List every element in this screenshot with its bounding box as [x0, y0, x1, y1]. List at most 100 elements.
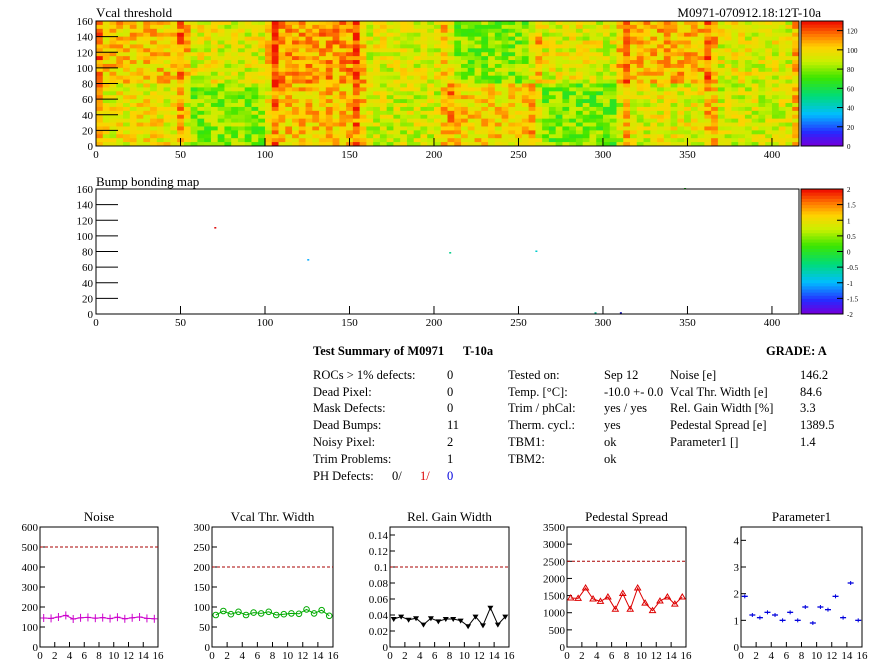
bump-colorbar-swatch [801, 307, 843, 312]
bump-map-x-tick-label: 150 [341, 317, 358, 329]
vcal-colorbar-swatch [801, 108, 843, 113]
chart-5-y-tick-label: 4 [734, 535, 740, 547]
bump-map-x-tick-label: 300 [595, 317, 612, 329]
chart-5-x-tick-label: 12 [826, 650, 837, 662]
chart-1-y-tick-label: 400 [22, 562, 39, 574]
bump-colorbar-swatch [801, 223, 843, 227]
chart-3-point [450, 617, 457, 622]
condition-value: -10.0 +- 0.0 [604, 384, 664, 399]
chart-3-point [502, 614, 509, 620]
summary-title: Test Summary of M0971 [313, 344, 445, 358]
chart-4-x-tick-label: 0 [564, 650, 570, 662]
bump-colorbar-swatch [801, 217, 843, 221]
vcal-colorbar-swatch [801, 96, 843, 100]
chart-1-x-tick-label: 12 [123, 650, 134, 662]
bump-colorbar-swatch [801, 195, 843, 199]
chart-1-x-tick-label: 14 [138, 650, 150, 662]
vcal-colorbar-swatch [801, 99, 843, 103]
chart-3-point [487, 605, 494, 611]
bump-colorbar-tick-label: -2 [847, 311, 853, 319]
vcal-colorbar-swatch [801, 49, 843, 53]
chart-4-y-tick-label: 500 [549, 625, 566, 637]
chart-4-point [678, 592, 687, 600]
bump-colorbar-tick-label: 2 [847, 186, 851, 194]
chart-3-point [420, 622, 427, 628]
metric-value: 3.3 [800, 401, 816, 416]
bump-colorbar-swatch [801, 198, 843, 202]
bump-colorbar-swatch [801, 292, 843, 296]
chart-2-x-tick-label: 16 [328, 650, 340, 662]
chart-2-y-tick-label: 100 [194, 602, 211, 614]
bump-colorbar-swatch [801, 279, 843, 284]
vcal-map-x-tick-label: 50 [175, 149, 187, 161]
chart-3-x-tick-label: 0 [387, 650, 393, 662]
chart-4-point [670, 600, 679, 607]
chart-2-frame [211, 526, 334, 648]
chart-3-frame [389, 526, 510, 648]
chart-2-point [288, 610, 295, 617]
metric-label: Parameter1 [] [670, 434, 739, 449]
chart-2-x-tick-label: 10 [282, 650, 294, 662]
vcal-colorbar-swatch [801, 105, 843, 109]
bump-map-cell [535, 250, 538, 252]
vcal-colorbar-swatch [801, 124, 843, 128]
chart-5-x-tick-label: 2 [753, 650, 759, 662]
chart-4-y-tick-label: 3500 [543, 522, 566, 534]
chart-5-y-tick-label: 2 [734, 589, 740, 601]
condition-value: ok [604, 434, 617, 449]
bump-colorbar-tick-label: 0.5 [847, 233, 856, 241]
vcal-colorbar-swatch [801, 114, 843, 119]
defect-value: 1 [447, 451, 454, 466]
bump-map-y-tick-label: 100 [77, 231, 94, 243]
chart-4-series-line [570, 586, 683, 612]
chart-3-x-tick-label: 8 [447, 650, 453, 662]
bump-colorbar-tick-label: -1 [847, 280, 853, 288]
vcal-colorbar-swatch [801, 39, 843, 44]
bump-colorbar-tick-label: 1.5 [847, 202, 856, 210]
chart-3-x-tick-label: 14 [489, 650, 501, 662]
vcal-map-x-tick-label: 350 [679, 149, 696, 161]
vcal-colorbar-swatch [801, 61, 843, 66]
bump-map-x-tick-label: 350 [679, 317, 696, 329]
vcal-colorbar-swatch [801, 117, 843, 122]
vcal-colorbar-swatch [801, 74, 843, 78]
chart-1-x-tick-label: 4 [67, 650, 73, 662]
bump-colorbar-swatch [801, 254, 843, 259]
condition-label: Trim / phCal: [508, 401, 576, 416]
bump-map-cell [214, 227, 217, 229]
vcal-map-y-tick-label: 140 [77, 32, 94, 44]
chart-3-point [398, 614, 405, 620]
chart-1-series-line [43, 614, 155, 620]
vcal-colorbar-swatch [801, 139, 843, 144]
vcal-colorbar-tick-label: 100 [847, 47, 858, 55]
metric-value: 84.6 [800, 384, 822, 399]
vcal-colorbar-tick-label: 0 [847, 143, 851, 151]
chart-2-y-tick-label: 0 [205, 642, 211, 654]
chart-3-point [494, 622, 501, 628]
condition-label: TBM1: [508, 434, 545, 449]
chart-5-y-tick-label: 3 [734, 562, 740, 574]
defect-value: 0 [447, 401, 454, 416]
chart-3-point [465, 624, 472, 630]
chart-1-y-tick-label: 200 [22, 602, 39, 614]
bump-colorbar-swatch [801, 285, 843, 290]
chart-4-point [633, 584, 642, 591]
chart-4-x-tick-label: 14 [666, 650, 678, 662]
chart-4-y-tick-label: 1500 [543, 591, 566, 603]
defect-label: ROCs > 1% defects: [313, 368, 416, 382]
bump-map-frame [95, 188, 800, 315]
vcal-map-y-tick-label: 80 [82, 79, 94, 91]
vcal-map-y-tick-label: 40 [82, 110, 94, 122]
metric-label: Noise [e] [670, 368, 717, 382]
chart-5-x-tick-label: 0 [738, 650, 744, 662]
chart-2-point [303, 606, 310, 613]
chart-2-y-tick-label: 300 [194, 522, 211, 534]
chart-4-y-tick-label: 1000 [543, 608, 566, 620]
chart-2-y-tick-label: 200 [194, 562, 211, 574]
chart-4-x-tick-label: 16 [681, 650, 693, 662]
chart-1-y-tick-label: 600 [22, 522, 39, 534]
metric-value: 1389.5 [800, 418, 835, 433]
chart-2-point [242, 611, 250, 619]
vcal-colorbar-swatch [801, 83, 843, 88]
chart-1-x-tick-label: 6 [82, 650, 88, 662]
